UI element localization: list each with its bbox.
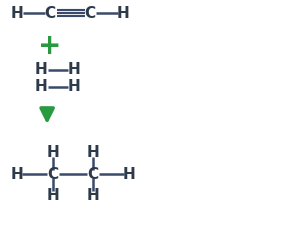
Text: C: C <box>45 5 56 21</box>
Text: H: H <box>47 145 60 160</box>
Text: C: C <box>48 167 59 182</box>
Text: H: H <box>10 5 23 21</box>
Text: C: C <box>84 5 95 21</box>
Text: H: H <box>10 167 23 182</box>
Text: H: H <box>35 79 47 94</box>
Text: C: C <box>87 167 98 182</box>
Text: H: H <box>47 188 60 203</box>
Text: H: H <box>35 62 47 77</box>
Text: H: H <box>117 5 130 21</box>
Text: H: H <box>123 167 136 182</box>
Text: H: H <box>86 188 99 203</box>
Text: H: H <box>68 79 81 94</box>
Text: H: H <box>68 62 81 77</box>
Text: +: + <box>39 32 62 60</box>
Text: H: H <box>86 145 99 160</box>
